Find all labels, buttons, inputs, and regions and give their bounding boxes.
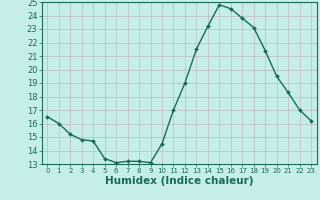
X-axis label: Humidex (Indice chaleur): Humidex (Indice chaleur) [105,176,253,186]
